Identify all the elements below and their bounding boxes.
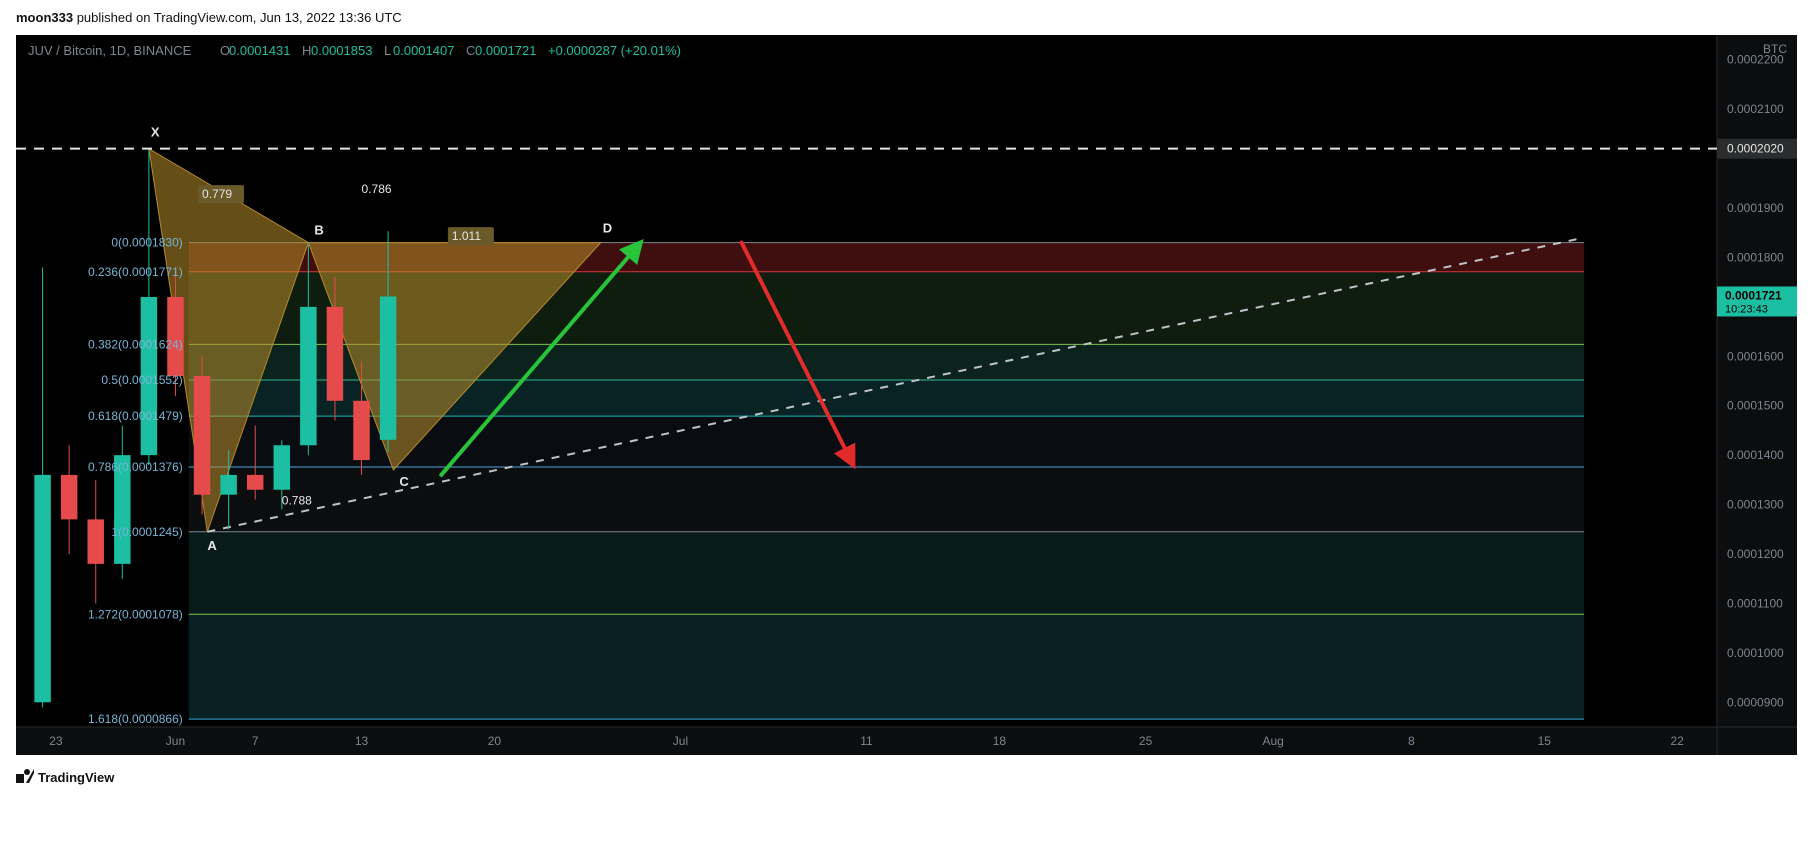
candle-body xyxy=(300,307,316,445)
harmonic-label-A: A xyxy=(207,538,217,553)
fib-label: 1.272(0.0001078) xyxy=(88,607,183,621)
harmonic-label-C: C xyxy=(399,474,409,489)
yaxis-tick: 0.0001200 xyxy=(1727,547,1784,561)
ratio-text: 0.786 xyxy=(362,182,392,196)
axis-marker-countdown: 10:23:43 xyxy=(1725,303,1768,315)
candle-body xyxy=(327,307,343,401)
fib-label: 1(0.0001245) xyxy=(111,525,182,539)
yaxis-tick: 0.0002100 xyxy=(1727,102,1784,116)
ratio-text: 0.788 xyxy=(282,494,312,508)
fib-label: 0.236(0.0001771) xyxy=(88,265,183,279)
yaxis-tick: 0.0001600 xyxy=(1727,349,1784,363)
candle-body xyxy=(274,445,290,489)
fib-label: 0.618(0.0001479) xyxy=(88,409,183,423)
harmonic-label-D: D xyxy=(603,221,612,236)
fib-label: 0.786(0.0001376) xyxy=(88,460,183,474)
svg-text:0.0001407: 0.0001407 xyxy=(393,43,454,58)
xaxis-tick: 20 xyxy=(488,734,502,748)
svg-text:L: L xyxy=(384,43,391,58)
xaxis-tick: Jun xyxy=(166,734,185,748)
xaxis-tick: 22 xyxy=(1670,734,1684,748)
publish-header: moon333 published on TradingView.com, Ju… xyxy=(0,0,1813,31)
yaxis-tick: 0.0001000 xyxy=(1727,646,1784,660)
ratio-text: 0.779 xyxy=(202,187,232,201)
xaxis-tick: 11 xyxy=(860,734,873,748)
xaxis-tick: 25 xyxy=(1139,734,1153,748)
chart-svg[interactable]: 0(0.0001830) 0.236(0.0001771) 0.382(0.0001… xyxy=(16,35,1797,755)
fib-band xyxy=(189,614,1584,719)
svg-text:0.0001853: 0.0001853 xyxy=(311,43,372,58)
xaxis-tick: 18 xyxy=(993,734,1007,748)
candle-body xyxy=(220,475,236,495)
xaxis-tick: 15 xyxy=(1538,734,1552,748)
ratio-text: 1.011 xyxy=(452,229,481,243)
footer-brand: TradingView xyxy=(38,770,114,785)
candle-body xyxy=(380,296,396,439)
harmonic-label-B: B xyxy=(314,223,323,238)
publish-meta: published on TradingView.com, Jun 13, 20… xyxy=(77,10,402,25)
svg-text:H: H xyxy=(302,43,311,58)
candle-body xyxy=(194,376,210,495)
yaxis-label: BTC xyxy=(1763,42,1787,56)
xaxis-tick: 8 xyxy=(1408,734,1415,748)
yaxis-tick: 0.0001400 xyxy=(1727,448,1784,462)
xaxis-tick: 23 xyxy=(49,734,63,748)
candle-body xyxy=(247,475,263,490)
xaxis-tick: Jul xyxy=(673,734,688,748)
svg-text:0.0001431: 0.0001431 xyxy=(229,43,290,58)
yaxis-tick: 0.0001100 xyxy=(1727,596,1783,610)
fib-label: 1.618(0.0000866) xyxy=(88,712,183,726)
harmonic-label-X: X xyxy=(151,125,160,140)
symbol-bar: JUV / Bitcoin, 1D, BINANCEO0.0001431H0.0… xyxy=(28,43,681,58)
fib-band xyxy=(189,467,1584,532)
yaxis-tick: 0.0000900 xyxy=(1727,695,1784,709)
candle-body xyxy=(61,475,77,519)
fib-label: 0.382(0.0001624) xyxy=(88,337,183,351)
axis-marker-price-text: 0.0001721 xyxy=(1725,288,1782,302)
fib-band xyxy=(189,532,1584,615)
fib-label: 0.5(0.0001552) xyxy=(101,373,182,387)
footer: TradingView xyxy=(0,761,1813,794)
yaxis-tick: 0.0001900 xyxy=(1727,201,1784,215)
candle-body xyxy=(353,401,369,460)
yaxis-tick: 0.0001300 xyxy=(1727,498,1784,512)
svg-text:C: C xyxy=(466,43,475,58)
xaxis-tick: Aug xyxy=(1262,734,1283,748)
publisher: moon333 xyxy=(16,10,73,25)
chart-container: 0(0.0001830) 0.236(0.0001771) 0.382(0.0001… xyxy=(16,35,1797,755)
svg-text:+0.0000287 (+20.01%): +0.0000287 (+20.01%) xyxy=(548,43,681,58)
yaxis-tick: 0.0001500 xyxy=(1727,399,1784,413)
candle-body xyxy=(87,519,103,563)
xaxis-tick: 7 xyxy=(252,734,259,748)
svg-text:JUV / Bitcoin, 1D, BINANCE: JUV / Bitcoin, 1D, BINANCE xyxy=(28,43,192,58)
yaxis-tick: 0.0001800 xyxy=(1727,250,1784,264)
fib-label: 0(0.0001830) xyxy=(111,236,182,250)
candle-body xyxy=(34,475,50,702)
axis-marker-dashed-text: 0.0002020 xyxy=(1727,142,1784,156)
svg-text:0.0001721: 0.0001721 xyxy=(475,43,536,58)
xaxis-tick: 13 xyxy=(355,734,369,748)
tradingview-logo-icon xyxy=(16,769,34,786)
